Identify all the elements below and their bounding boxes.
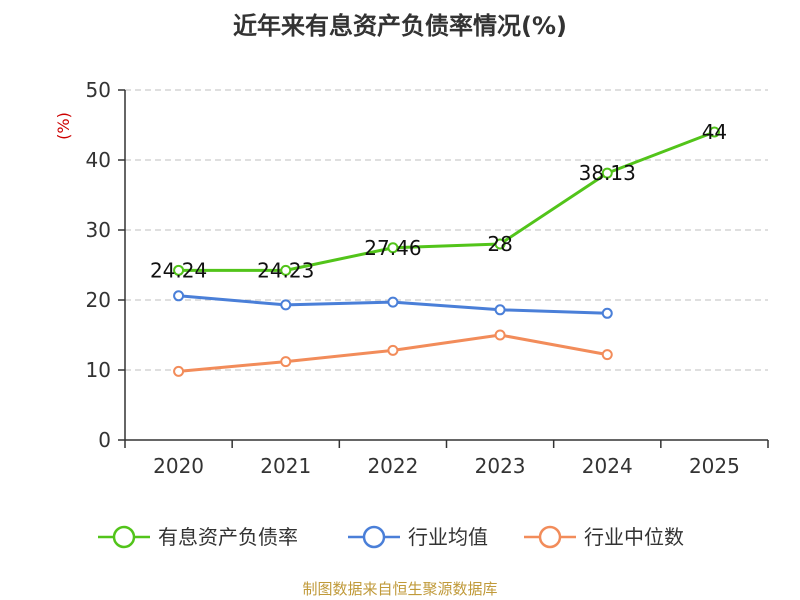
axes: 0 10 20 30 40 50 2020 2021 2022 2023 2024 2025 (%) (54, 78, 769, 478)
data-label: 28 (487, 232, 512, 256)
data-point (280, 299, 292, 311)
data-point (708, 126, 720, 138)
y-tick-label: 40 (86, 148, 111, 172)
data-point (601, 307, 613, 319)
y-tick-label: 30 (86, 218, 111, 242)
data-label: 24.24 (150, 258, 207, 282)
x-tick-label: 2024 (582, 454, 633, 478)
series-line-0 (178, 130, 715, 272)
chart-title: 近年来有息资产负债率情况(%) (233, 12, 567, 40)
data-point (280, 264, 292, 276)
data-point (173, 264, 185, 276)
legend-label: 有息资产负债率 (158, 525, 298, 549)
data-point (494, 238, 506, 250)
series-lines (173, 126, 720, 377)
legend-marker (112, 525, 136, 549)
data-point (387, 344, 399, 356)
y-axis-unit-label: (%) (54, 112, 73, 140)
legend-label: 行业中位数 (584, 525, 684, 549)
data-point (173, 365, 185, 377)
data-point (494, 304, 506, 316)
data-label: 24.23 (257, 258, 314, 282)
x-tick-label: 2022 (367, 454, 418, 478)
data-point (387, 296, 399, 308)
y-tick-label: 10 (86, 358, 111, 382)
data-label: 38.13 (579, 161, 636, 185)
data-labels: 24.24 24.23 27.46 28 38.13 44 (150, 120, 727, 282)
y-tick-label: 20 (86, 288, 111, 312)
data-point (494, 329, 506, 341)
source-note: 制图数据来自恒生聚源数据库 (302, 580, 498, 598)
y-tick-label: 0 (98, 428, 111, 452)
data-point (280, 356, 292, 368)
legend-marker (362, 525, 386, 549)
data-point (387, 242, 399, 254)
legend-marker (538, 525, 562, 549)
grid-lines (125, 89, 768, 371)
x-tick-label: 2020 (153, 454, 204, 478)
data-point (601, 167, 613, 179)
x-tick-label: 2021 (260, 454, 311, 478)
y-tick-label: 50 (86, 78, 111, 102)
data-point (173, 290, 185, 302)
x-tick-label: 2023 (475, 454, 526, 478)
data-label: 44 (702, 120, 727, 144)
x-tick-label: 2025 (689, 454, 740, 478)
legend-label: 行业均值 (408, 525, 488, 549)
legend: 有息资产负债率 行业均值 行业中位数 (98, 525, 684, 549)
data-point (601, 349, 613, 361)
data-label: 27.46 (364, 236, 421, 260)
